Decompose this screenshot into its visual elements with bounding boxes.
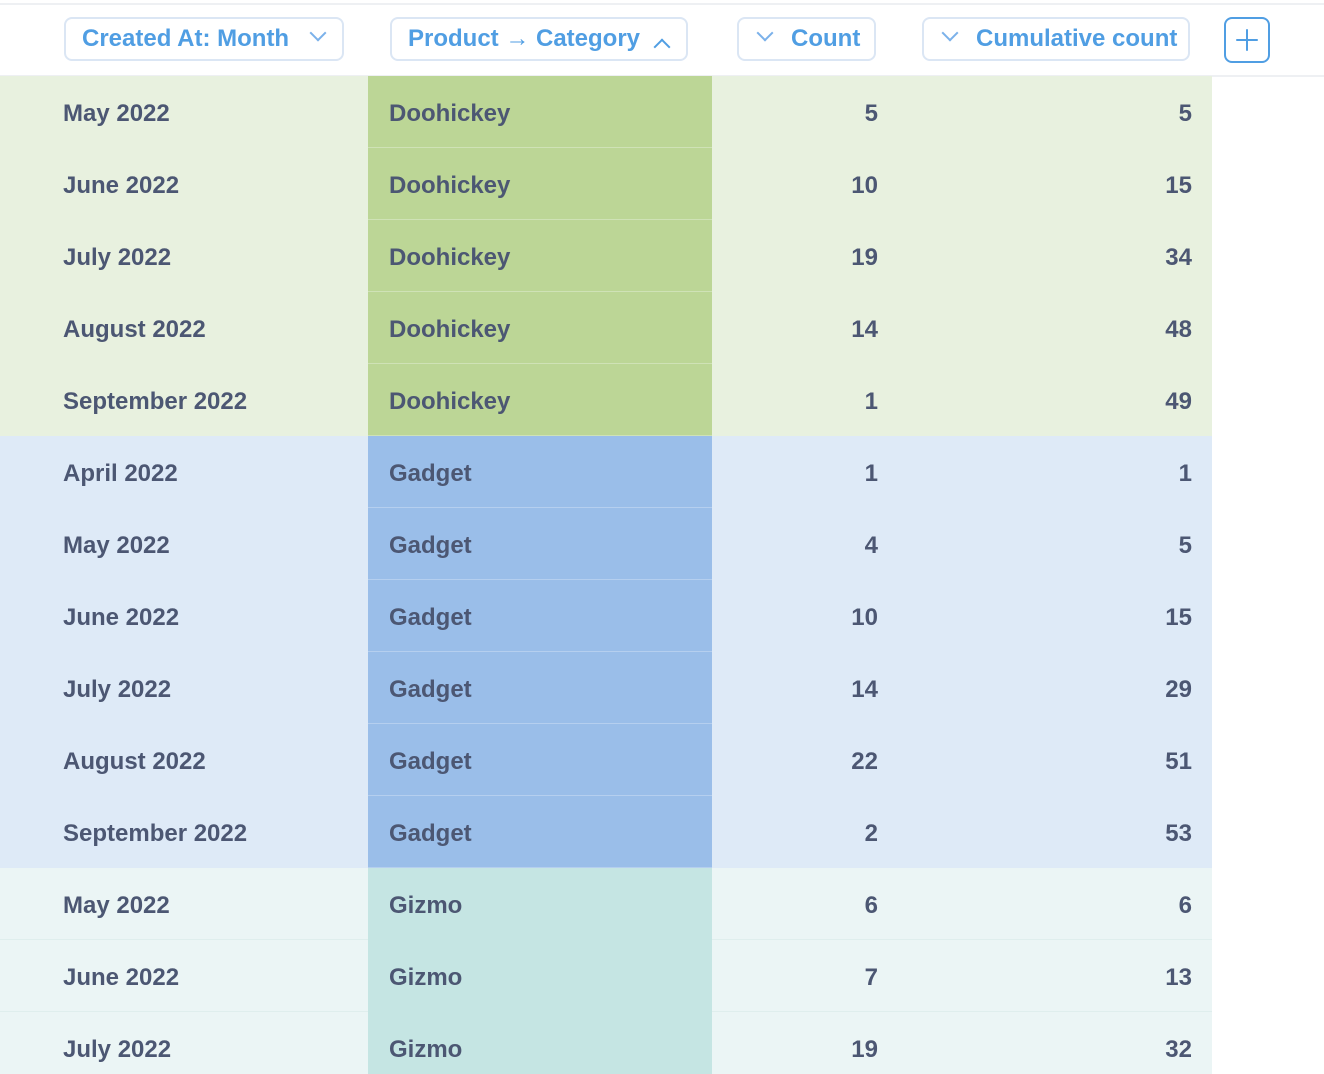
cell-count[interactable]: 19 bbox=[851, 1036, 878, 1063]
cell-cumulative-count[interactable]: 53 bbox=[1165, 820, 1192, 847]
chevron-down-icon[interactable] bbox=[756, 24, 774, 42]
cell-cumulative-count[interactable]: 15 bbox=[1165, 604, 1192, 631]
cell-count[interactable]: 6 bbox=[864, 892, 878, 919]
cell-category[interactable]: Gadget bbox=[368, 436, 712, 508]
cell-cumulative-count[interactable]: 32 bbox=[1165, 1036, 1192, 1063]
cell-month[interactable]: July 2022 bbox=[63, 676, 172, 703]
column-header-label: Count bbox=[791, 25, 861, 52]
cell-category[interactable]: Gadget bbox=[368, 508, 712, 580]
cell-count[interactable]: 10 bbox=[851, 172, 878, 199]
table-row: June 2022 Gizmo 7 13 bbox=[0, 940, 1212, 1012]
column-header-count[interactable]: Count bbox=[737, 17, 876, 61]
table-row: May 2022 Gizmo 6 6 bbox=[0, 868, 1212, 940]
cell-count[interactable]: 7 bbox=[864, 964, 878, 991]
table-row: April 2022 Gadget 1 1 bbox=[0, 436, 1212, 508]
cell-month[interactable]: June 2022 bbox=[63, 964, 180, 991]
table-row: June 2022 Doohickey 10 15 bbox=[0, 148, 1212, 220]
cell-category[interactable]: Doohickey bbox=[368, 148, 712, 220]
cell-count[interactable]: 1 bbox=[864, 388, 878, 415]
cell-count[interactable]: 5 bbox=[864, 100, 878, 127]
cell-category[interactable]: Doohickey bbox=[368, 292, 712, 364]
cell-count[interactable]: 14 bbox=[851, 676, 878, 703]
cell-cumulative-count[interactable]: 49 bbox=[1165, 388, 1192, 415]
cell-month[interactable]: May 2022 bbox=[63, 892, 170, 919]
cell-month[interactable]: September 2022 bbox=[63, 820, 248, 847]
chevron-down-icon[interactable] bbox=[941, 24, 959, 42]
column-header-cumulative-count[interactable]: Cumulative count bbox=[922, 17, 1190, 61]
cell-count[interactable]: 10 bbox=[851, 604, 878, 631]
cell-count[interactable]: 19 bbox=[851, 244, 878, 271]
cell-month[interactable]: June 2022 bbox=[63, 604, 180, 631]
cell-count[interactable]: 14 bbox=[851, 316, 878, 343]
cell-count[interactable]: 1 bbox=[864, 460, 878, 487]
cell-cumulative-count[interactable]: 34 bbox=[1165, 244, 1192, 271]
cell-count[interactable]: 2 bbox=[864, 820, 878, 847]
cell-month[interactable]: August 2022 bbox=[63, 748, 206, 775]
cell-category[interactable]: Doohickey bbox=[368, 364, 712, 436]
cell-cumulative-count[interactable]: 15 bbox=[1165, 172, 1192, 199]
cell-cumulative-count[interactable]: 6 bbox=[1178, 892, 1192, 919]
cell-count[interactable]: 4 bbox=[864, 532, 878, 559]
cell-cumulative-count[interactable]: 5 bbox=[1178, 100, 1192, 127]
cell-category[interactable]: Gadget bbox=[368, 796, 712, 868]
chevron-up-icon[interactable] bbox=[653, 38, 671, 56]
table-row: July 2022 Doohickey 19 34 bbox=[0, 220, 1212, 292]
column-header-label: Created At: Month bbox=[82, 25, 290, 52]
column-header-label: Product → Category bbox=[408, 25, 641, 52]
cell-month[interactable]: May 2022 bbox=[63, 532, 170, 559]
table-row: September 2022 Gadget 2 53 bbox=[0, 796, 1212, 868]
table-row: August 2022 Doohickey 14 48 bbox=[0, 292, 1212, 364]
cell-category[interactable]: Doohickey bbox=[368, 220, 712, 292]
table-row: June 2022 Gadget 10 15 bbox=[0, 580, 1212, 652]
cell-cumulative-count[interactable]: 48 bbox=[1165, 316, 1192, 343]
column-header-product-category[interactable]: Product → Category bbox=[390, 17, 688, 61]
cell-count[interactable]: 22 bbox=[851, 748, 878, 775]
cell-cumulative-count[interactable]: 5 bbox=[1178, 532, 1192, 559]
cell-cumulative-count[interactable]: 13 bbox=[1165, 964, 1192, 991]
cell-category[interactable]: Gadget bbox=[368, 652, 712, 724]
cell-month[interactable]: July 2022 bbox=[63, 244, 172, 271]
column-header-created-at-month[interactable]: Created At: Month bbox=[64, 17, 344, 61]
table-row: July 2022 Gizmo 19 32 bbox=[0, 1012, 1212, 1074]
cell-month[interactable]: September 2022 bbox=[63, 388, 248, 415]
cell-category[interactable]: Doohickey bbox=[368, 76, 712, 148]
cell-month[interactable]: May 2022 bbox=[63, 100, 170, 127]
cell-cumulative-count[interactable]: 1 bbox=[1178, 460, 1192, 487]
cell-category[interactable]: Gizmo bbox=[368, 940, 712, 1012]
cell-month[interactable]: April 2022 bbox=[63, 460, 178, 487]
chevron-down-icon[interactable] bbox=[309, 24, 327, 42]
table-row: August 2022 Gadget 22 51 bbox=[0, 724, 1212, 796]
cell-cumulative-count[interactable]: 51 bbox=[1165, 748, 1192, 775]
cell-category[interactable]: Gizmo bbox=[368, 1012, 712, 1074]
table-header: Created At: Month Product → Category Cou… bbox=[0, 5, 1324, 77]
cell-category[interactable]: Gadget bbox=[368, 580, 712, 652]
add-column-button[interactable] bbox=[1224, 17, 1270, 63]
cell-month[interactable]: July 2022 bbox=[63, 1036, 172, 1063]
divider bbox=[0, 3, 1324, 5]
cell-category[interactable]: Gadget bbox=[368, 724, 712, 796]
column-header-label: Cumulative count bbox=[976, 25, 1178, 52]
cell-cumulative-count[interactable]: 29 bbox=[1165, 676, 1192, 703]
table-row: September 2022 Doohickey 1 49 bbox=[0, 364, 1212, 436]
cell-category[interactable]: Gizmo bbox=[368, 868, 712, 940]
table-row: May 2022 Gadget 4 5 bbox=[0, 508, 1212, 580]
table-row: July 2022 Gadget 14 29 bbox=[0, 652, 1212, 724]
table-body: May 2022 Doohickey 5 5 June 2022 Doohick… bbox=[0, 76, 1212, 1074]
table-row: May 2022 Doohickey 5 5 bbox=[0, 76, 1212, 148]
cell-month[interactable]: August 2022 bbox=[63, 316, 206, 343]
cell-month[interactable]: June 2022 bbox=[63, 172, 180, 199]
